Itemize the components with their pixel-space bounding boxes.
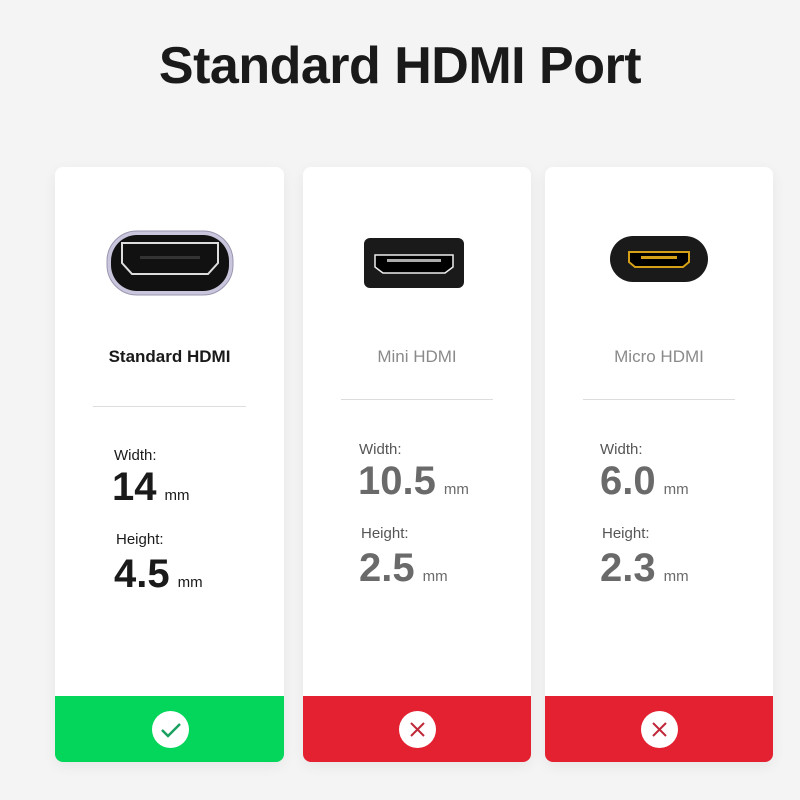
width-label: Width: [600, 441, 643, 458]
width-value: 6.0 mm [600, 459, 689, 503]
incompatible-band [303, 696, 531, 762]
height-label: Height: [116, 531, 164, 548]
width-label: Width: [114, 447, 157, 464]
check-icon [151, 711, 189, 748]
card-name: Standard HDMI [108, 347, 231, 366]
compatible-band [55, 696, 284, 762]
height-value: 4.5 mm [114, 552, 203, 596]
incompatible-band [545, 696, 773, 762]
width-label: Width: [359, 441, 402, 458]
mini-hdmi-port-image [364, 238, 464, 288]
page-title: Standard HDMI Port [158, 37, 642, 95]
width-value: 14 mm [112, 465, 190, 509]
divider [93, 406, 246, 407]
height-label: Height: [361, 525, 409, 542]
divider [583, 399, 735, 400]
height-value: 2.3 mm [600, 546, 689, 590]
x-icon [641, 711, 678, 748]
divider [341, 399, 493, 400]
card-name: Micro HDMI [614, 347, 704, 366]
x-icon [399, 711, 436, 748]
height-value: 2.5 mm [359, 546, 448, 590]
card-standard-hdmi: Standard HDMI Width: 14 mm Height: 4.5 mm [55, 167, 284, 762]
card-name: Mini HDMI [377, 347, 457, 366]
micro-hdmi-port-image [610, 236, 708, 282]
width-value: 10.5 mm [358, 459, 469, 503]
height-label: Height: [602, 525, 650, 542]
standard-hdmi-port-image [106, 230, 234, 296]
card-mini-hdmi: Mini HDMI Width: 10.5 mm Height: 2.5 mm [303, 167, 531, 762]
card-micro-hdmi: Micro HDMI Width: 6.0 mm Height: 2.3 mm [545, 167, 773, 762]
